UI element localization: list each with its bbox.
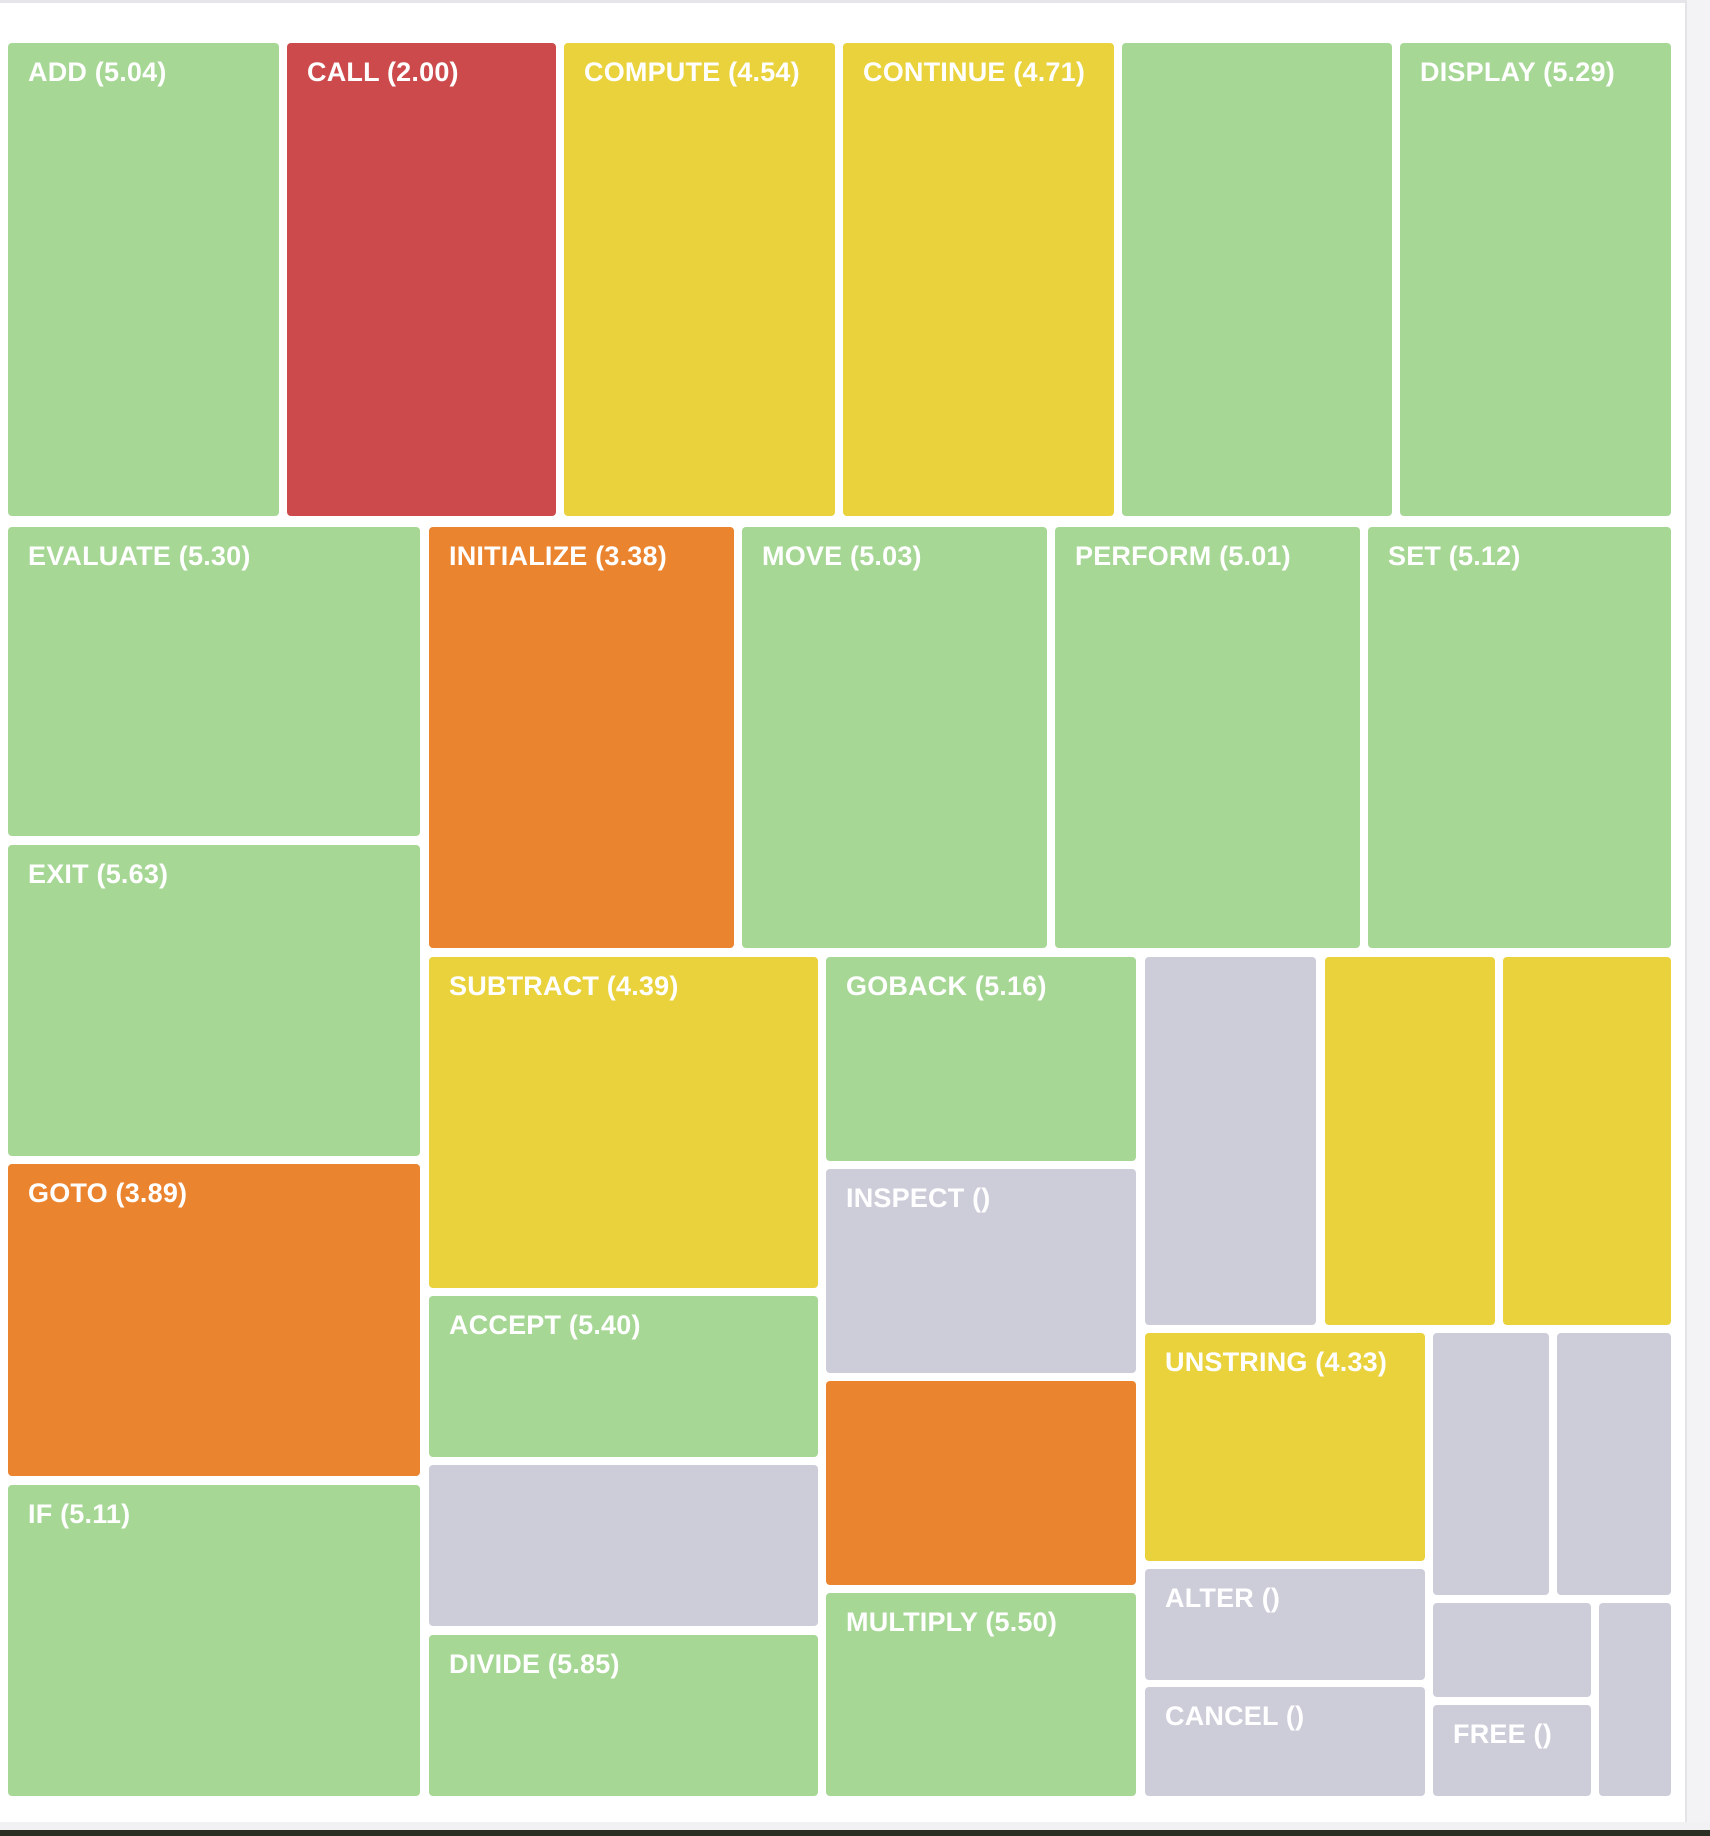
treemap-cell-inspect[interactable]: INSPECT () <box>826 1169 1136 1373</box>
treemap-cell-unstring[interactable]: UNSTRING (4.33) <box>1145 1333 1425 1561</box>
treemap-cell-label-exit: EXIT (5.63) <box>28 859 169 889</box>
top-divider <box>0 0 1685 3</box>
treemap-cell-cancel[interactable]: CANCEL () <box>1145 1687 1425 1796</box>
treemap-cell-multiply[interactable]: MULTIPLY (5.50) <box>826 1593 1136 1796</box>
treemap-cell-label-free: FREE () <box>1453 1719 1552 1749</box>
treemap-cell-compute[interactable]: COMPUTE (4.54) <box>564 43 835 516</box>
treemap-cell-label-perform: PERFORM (5.01) <box>1075 541 1291 571</box>
treemap-cell-label-inspect: INSPECT () <box>846 1183 991 1213</box>
treemap-cell-label-call: CALL (2.00) <box>307 57 459 87</box>
treemap-cell-label-if: IF (5.11) <box>28 1499 131 1529</box>
treemap-cell-label-compute: COMPUTE (4.54) <box>584 57 800 87</box>
treemap-cell-unlabeled-24[interactable] <box>1503 957 1671 1325</box>
treemap-cell-goto[interactable]: GOTO (3.89) <box>8 1164 420 1476</box>
treemap-cell-add[interactable]: ADD (5.04) <box>8 43 279 516</box>
treemap-cell-unlabeled-16[interactable] <box>429 1465 818 1626</box>
treemap-cell-if[interactable]: IF (5.11) <box>8 1485 420 1796</box>
treemap-cell-unlabeled-28[interactable] <box>1433 1333 1549 1595</box>
bottom-edge-dark <box>0 1830 1710 1836</box>
treemap-cell-label-multiply: MULTIPLY (5.50) <box>846 1607 1058 1637</box>
treemap-cell-free[interactable]: FREE () <box>1433 1705 1591 1796</box>
treemap-cell-evaluate[interactable]: EVALUATE (5.30) <box>8 527 420 836</box>
treemap-cell-display[interactable]: DISPLAY (5.29) <box>1400 43 1671 516</box>
treemap-cell-label-cancel: CANCEL () <box>1165 1701 1305 1731</box>
treemap-cell-unlabeled-23[interactable] <box>1325 957 1495 1325</box>
treemap-cell-label-set: SET (5.12) <box>1388 541 1521 571</box>
treemap-cell-unlabeled-32[interactable] <box>1599 1603 1671 1796</box>
right-scroll-panel <box>1685 0 1710 1836</box>
treemap-cell-label-goto: GOTO (3.89) <box>28 1178 188 1208</box>
treemap-cell-label-evaluate: EVALUATE (5.30) <box>28 541 251 571</box>
treemap-cell-perform[interactable]: PERFORM (5.01) <box>1055 527 1360 948</box>
treemap-cell-subtract[interactable]: SUBTRACT (4.39) <box>429 957 818 1288</box>
treemap-cell-unlabeled-30[interactable] <box>1433 1603 1591 1697</box>
treemap-cell-label-add: ADD (5.04) <box>28 57 167 87</box>
treemap-cell-accept[interactable]: ACCEPT (5.40) <box>429 1296 818 1457</box>
treemap-cell-label-move: MOVE (5.03) <box>762 541 922 571</box>
treemap-cell-goback[interactable]: GOBACK (5.16) <box>826 957 1136 1161</box>
treemap-cell-label-goback: GOBACK (5.16) <box>846 971 1047 1001</box>
treemap-cell-label-accept: ACCEPT (5.40) <box>449 1310 641 1340</box>
treemap-cell-label-divide: DIVIDE (5.85) <box>449 1649 620 1679</box>
treemap-cell-initialize[interactable]: INITIALIZE (3.38) <box>429 527 734 948</box>
treemap-cell-exit[interactable]: EXIT (5.63) <box>8 845 420 1156</box>
treemap-cell-divide[interactable]: DIVIDE (5.85) <box>429 1635 818 1796</box>
treemap-cell-label-continue: CONTINUE (4.71) <box>863 57 1086 87</box>
treemap-cell-unlabeled-20[interactable] <box>826 1381 1136 1585</box>
treemap-cell-label-display: DISPLAY (5.29) <box>1420 57 1615 87</box>
treemap-cell-unlabeled-29[interactable] <box>1557 1333 1671 1595</box>
treemap-cell-continue[interactable]: CONTINUE (4.71) <box>843 43 1114 516</box>
treemap-cell-unlabeled-22[interactable] <box>1145 957 1316 1325</box>
treemap-cell-label-alter: ALTER () <box>1165 1583 1281 1613</box>
treemap-cell-move[interactable]: MOVE (5.03) <box>742 527 1047 948</box>
treemap-cell-label-subtract: SUBTRACT (4.39) <box>449 971 679 1001</box>
treemap-cell-call[interactable]: CALL (2.00) <box>287 43 556 516</box>
treemap-cell-label-initialize: INITIALIZE (3.38) <box>449 541 667 571</box>
treemap-cell-unlabeled-4[interactable] <box>1122 43 1392 516</box>
treemap-cell-label-unstring: UNSTRING (4.33) <box>1165 1347 1388 1377</box>
treemap-cell-alter[interactable]: ALTER () <box>1145 1569 1425 1680</box>
treemap-cell-set[interactable]: SET (5.12) <box>1368 527 1671 948</box>
